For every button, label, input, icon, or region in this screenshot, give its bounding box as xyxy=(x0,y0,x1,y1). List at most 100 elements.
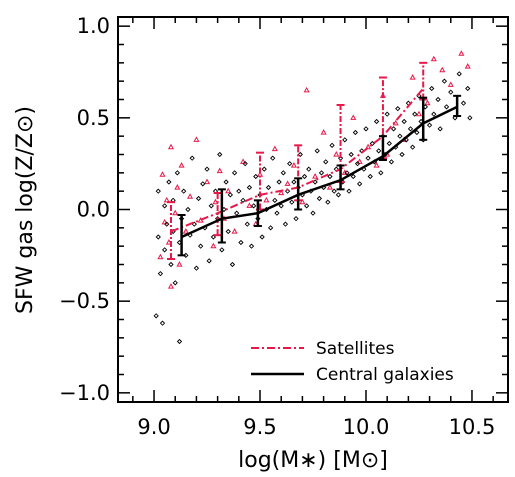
x-tick-label: 9.0 xyxy=(137,415,170,439)
central-point xyxy=(407,126,414,132)
central-point xyxy=(198,243,204,249)
central-point xyxy=(356,181,363,187)
central-point xyxy=(301,173,308,180)
central-point xyxy=(456,71,462,77)
central-point xyxy=(335,192,342,198)
satellite-point xyxy=(167,283,175,289)
central-point xyxy=(223,179,229,185)
central-point xyxy=(181,188,187,194)
central-point xyxy=(314,148,320,154)
x-tick-label: 10.5 xyxy=(449,415,496,439)
satellite-point xyxy=(193,136,200,142)
plot-frame xyxy=(117,16,509,403)
central-point xyxy=(200,181,206,187)
central-point xyxy=(293,216,299,222)
central-point xyxy=(210,234,217,240)
central-point xyxy=(267,225,274,231)
satellite-point xyxy=(312,173,319,179)
central-point xyxy=(435,96,441,103)
central-point xyxy=(195,195,202,202)
satellite-point xyxy=(225,187,232,194)
central-point xyxy=(325,199,331,205)
central-point xyxy=(270,155,276,161)
central-point xyxy=(304,203,310,209)
satellite-point xyxy=(187,193,194,199)
central-point xyxy=(329,142,335,148)
central-point xyxy=(306,166,312,172)
satellite-point xyxy=(176,261,183,267)
satellite-point xyxy=(290,162,297,168)
central-point xyxy=(467,115,473,121)
y-tick-label: 0.5 xyxy=(77,106,110,130)
central-point xyxy=(236,188,242,194)
central-point xyxy=(189,155,195,161)
central-point xyxy=(312,179,318,185)
satellite-point xyxy=(424,99,431,106)
central-point xyxy=(437,126,443,132)
satellite-point xyxy=(326,184,334,190)
central-point xyxy=(204,166,210,172)
central-point xyxy=(348,151,354,158)
central-point xyxy=(409,144,416,150)
satellite-point xyxy=(216,167,223,174)
central-point xyxy=(234,210,240,216)
central-point xyxy=(280,170,286,176)
central-point xyxy=(352,129,359,136)
central-point xyxy=(157,271,164,277)
satellite-point xyxy=(231,228,238,234)
satellite-point xyxy=(278,189,285,196)
legend-label-satellites: Satellites xyxy=(316,339,395,359)
central-point xyxy=(238,239,244,246)
central-point xyxy=(185,206,191,213)
central-point xyxy=(344,170,350,176)
satellite-point xyxy=(464,63,471,69)
x-axis-label: log(M∗) [M⊙] xyxy=(238,448,388,473)
central-point xyxy=(276,179,282,185)
central-point xyxy=(443,104,450,110)
satellite-point xyxy=(210,242,217,249)
central-point xyxy=(217,151,223,158)
satellite-point xyxy=(415,110,423,117)
satellite-point xyxy=(439,66,446,73)
satellite-point xyxy=(163,196,170,203)
legend: Satellites Central galaxies xyxy=(251,339,454,385)
central-point xyxy=(248,243,255,249)
satellite-point xyxy=(203,178,211,185)
satellite-point xyxy=(263,196,270,203)
central-point xyxy=(386,140,392,147)
central-point xyxy=(342,137,348,143)
central-point xyxy=(448,89,454,95)
central-point xyxy=(350,173,356,180)
satellite-point xyxy=(165,239,172,245)
central-point xyxy=(465,85,471,92)
central-point xyxy=(376,148,382,154)
central-point xyxy=(208,203,214,209)
central-point xyxy=(242,161,248,167)
y-tick-label: −0.5 xyxy=(59,289,110,313)
satellite-point xyxy=(284,180,291,186)
central-point xyxy=(282,221,289,227)
satellite-point xyxy=(320,129,327,135)
central-point xyxy=(414,129,420,136)
central-point xyxy=(397,133,403,139)
central-point xyxy=(155,188,161,194)
central-point xyxy=(289,199,295,205)
median-lines xyxy=(166,61,462,260)
satellite-point xyxy=(174,184,181,190)
central-point xyxy=(287,161,293,167)
central-point xyxy=(346,188,352,194)
satellite-point xyxy=(178,162,185,168)
axis-ticks xyxy=(118,17,508,402)
satellite-point xyxy=(182,228,189,234)
central-point xyxy=(363,126,369,132)
satellite-point xyxy=(167,143,175,150)
central-point xyxy=(231,170,238,176)
x-tick-labels: 9.0 9.5 10.0 10.5 xyxy=(137,415,495,439)
central-point xyxy=(168,261,174,268)
central-point xyxy=(161,247,168,253)
satellite-point xyxy=(409,74,416,80)
central-point xyxy=(429,85,435,92)
satellite-point xyxy=(159,171,166,177)
central-point xyxy=(155,234,161,240)
legend-label-central: Central galaxies xyxy=(316,365,454,385)
